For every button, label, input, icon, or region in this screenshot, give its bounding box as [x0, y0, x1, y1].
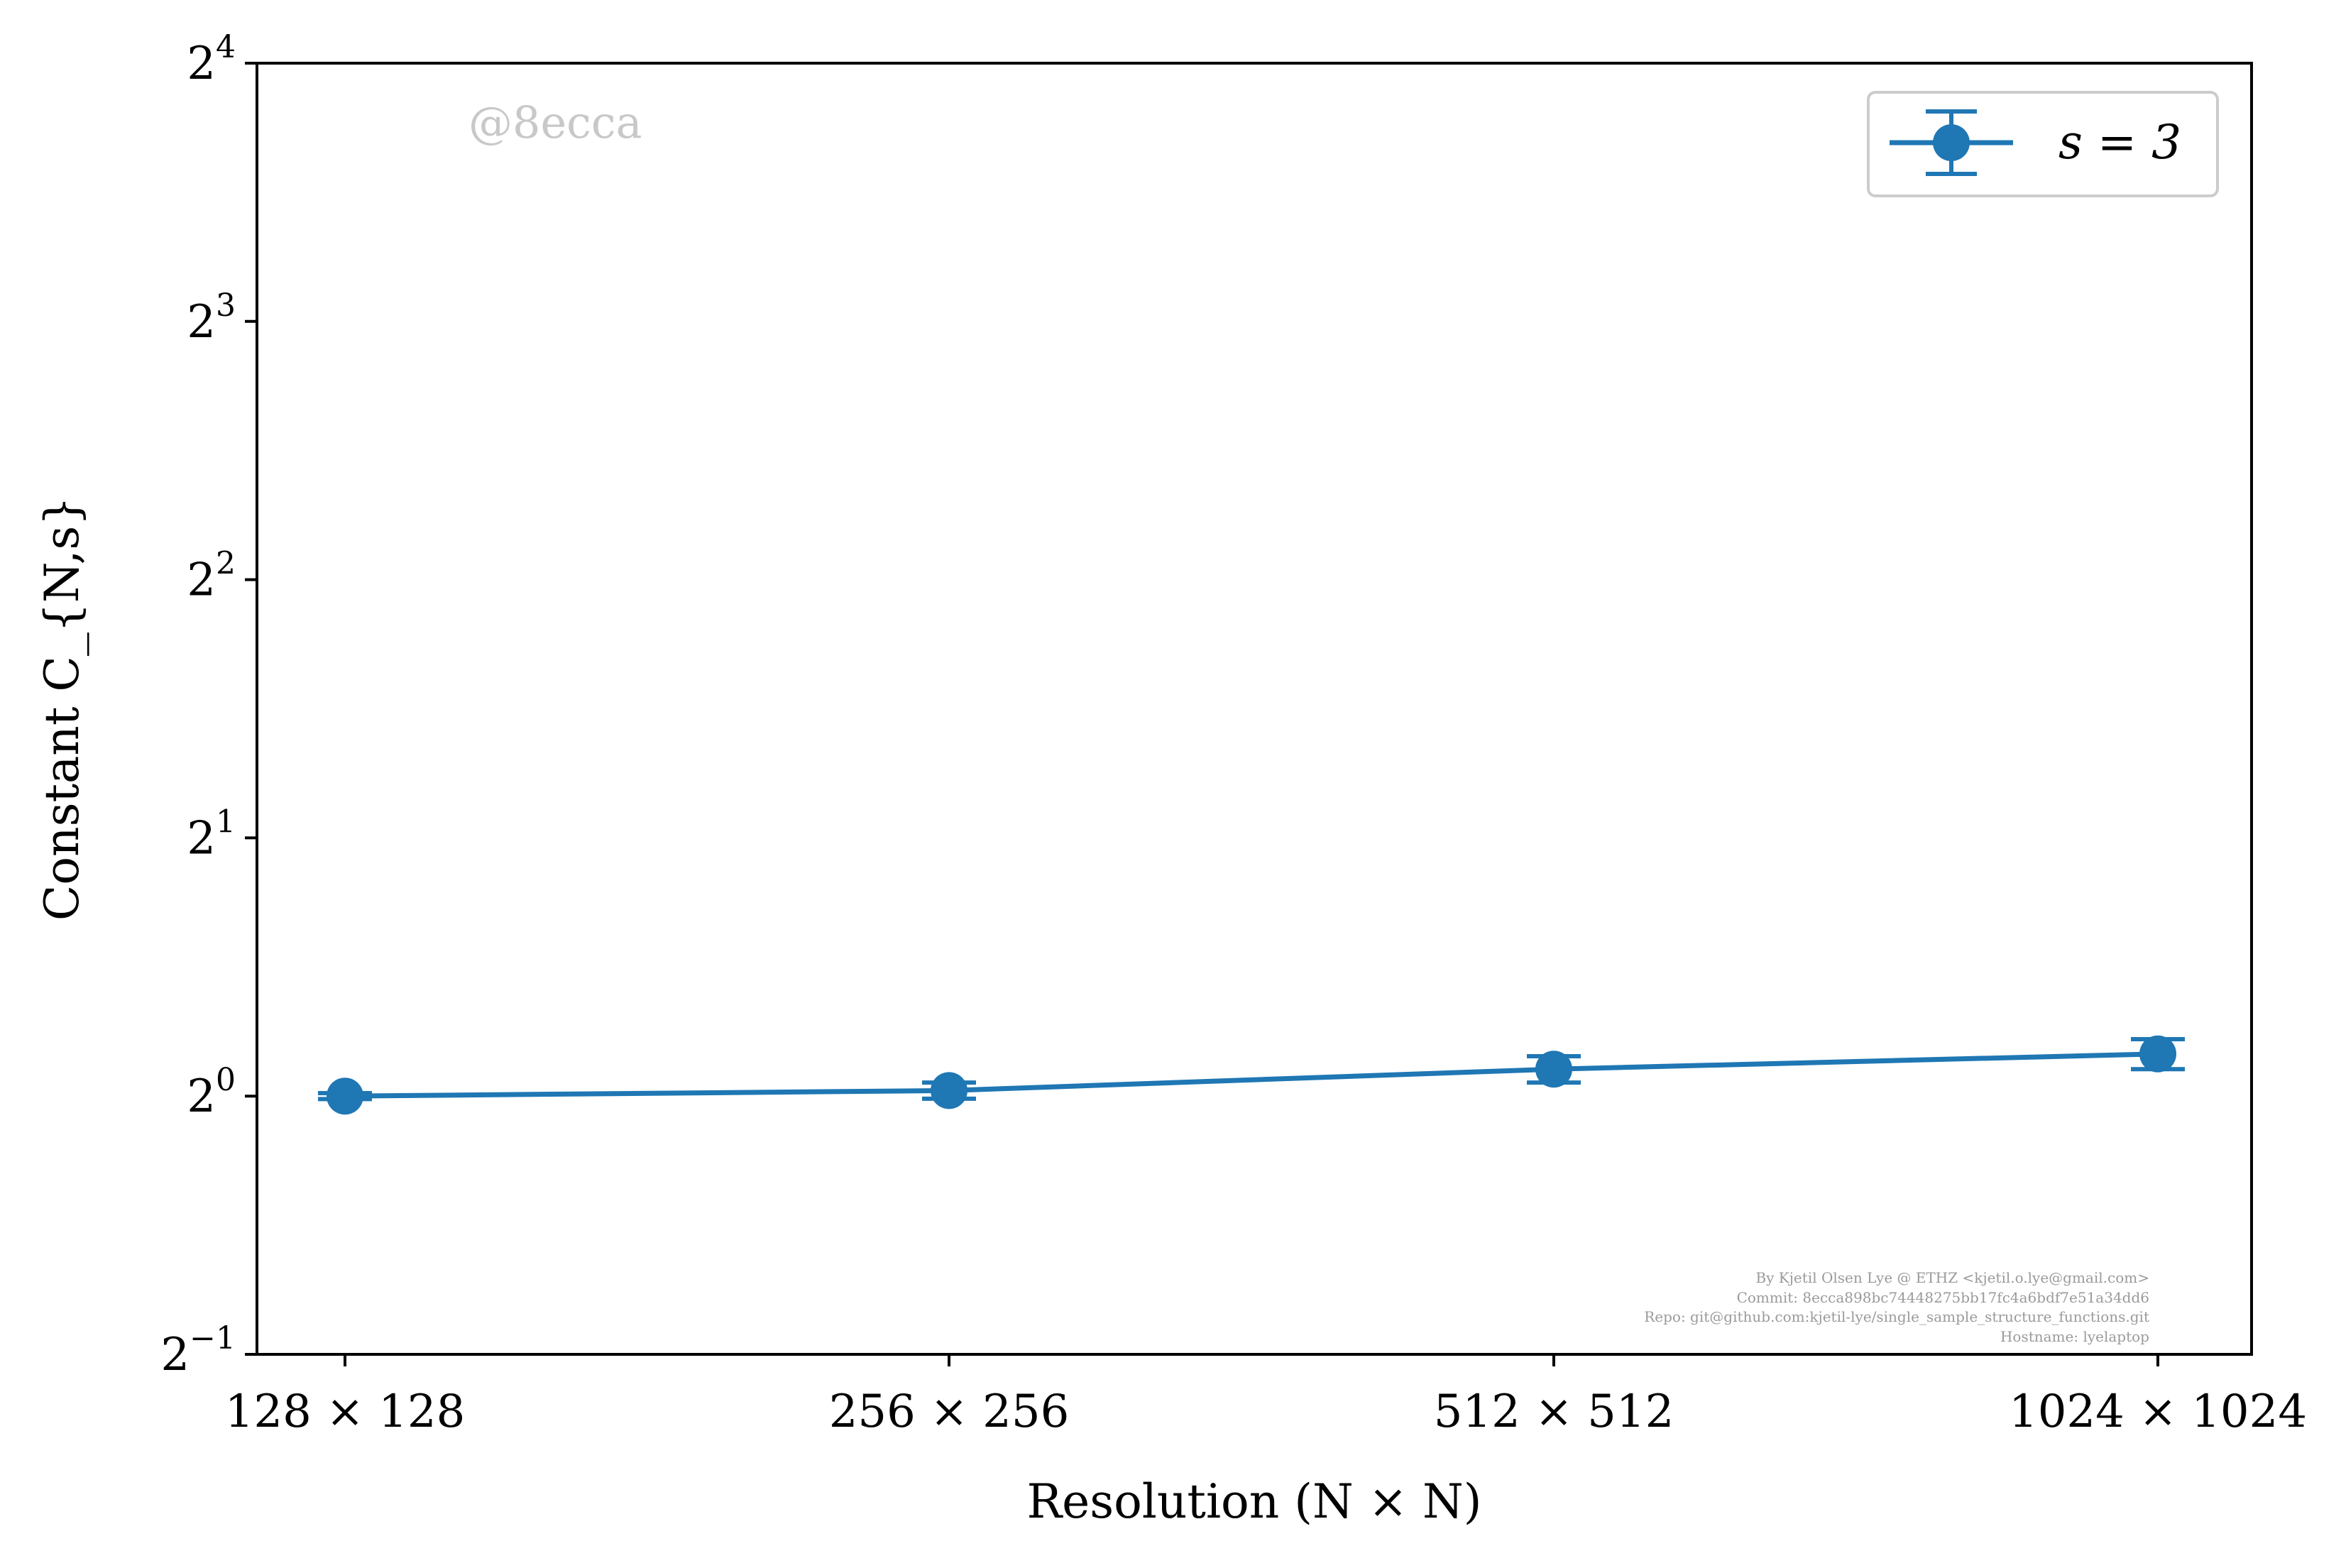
x-axis-label: Resolution (N × N) — [1026, 1474, 1481, 1529]
y-tick-label: 22 — [187, 546, 236, 607]
watermark: @8ecca — [468, 97, 642, 148]
plot-frame — [256, 62, 2253, 1356]
x-tick-label: 512 × 512 — [1434, 1386, 1674, 1438]
legend-box — [1867, 91, 2219, 197]
x-tick-label: 256 × 256 — [829, 1386, 1070, 1438]
credit-line: Hostname: lyelaptop — [2000, 1328, 2149, 1345]
x-tick-label: 1024 × 1024 — [2009, 1386, 2307, 1438]
y-tick-label: 21 — [187, 804, 236, 865]
y-axis: 2−1 20 21 22 23 24 — [160, 29, 257, 1381]
y-tick-label: 23 — [187, 287, 236, 349]
y-tick-label: 20 — [187, 1062, 236, 1123]
series-line — [344, 1051, 2159, 1099]
legend-marker — [1933, 124, 1970, 161]
series-layer — [318, 1035, 2185, 1115]
data-point — [327, 1078, 363, 1115]
data-point — [931, 1072, 967, 1109]
credits-block: By Kjetil Olsen Lye @ ETHZ <kjetil.o.lye… — [1644, 1269, 2149, 1345]
data-point — [2139, 1035, 2176, 1073]
legend: s = 3 — [1867, 91, 2219, 197]
data-point — [1535, 1051, 1572, 1088]
credit-line: Commit: 8ecca898bc74448275bb17fc4a6bdf7e… — [1737, 1289, 2149, 1306]
legend-label: s = 3 — [2058, 115, 2181, 170]
credit-line: Repo: git@github.com:kjetil-lye/single_s… — [1644, 1308, 2149, 1325]
y-tick-label: 24 — [187, 29, 236, 90]
x-axis: 128 × 128 256 × 256 512 × 512 1024 × 1024 — [225, 1354, 2307, 1438]
credit-line: By Kjetil Olsen Lye @ ETHZ <kjetil.o.lye… — [1755, 1269, 2149, 1286]
y-tick-label: 2−1 — [160, 1320, 236, 1381]
x-tick-label: 128 × 128 — [225, 1386, 466, 1438]
y-axis-label: Constant C_{N,s} — [35, 496, 89, 921]
